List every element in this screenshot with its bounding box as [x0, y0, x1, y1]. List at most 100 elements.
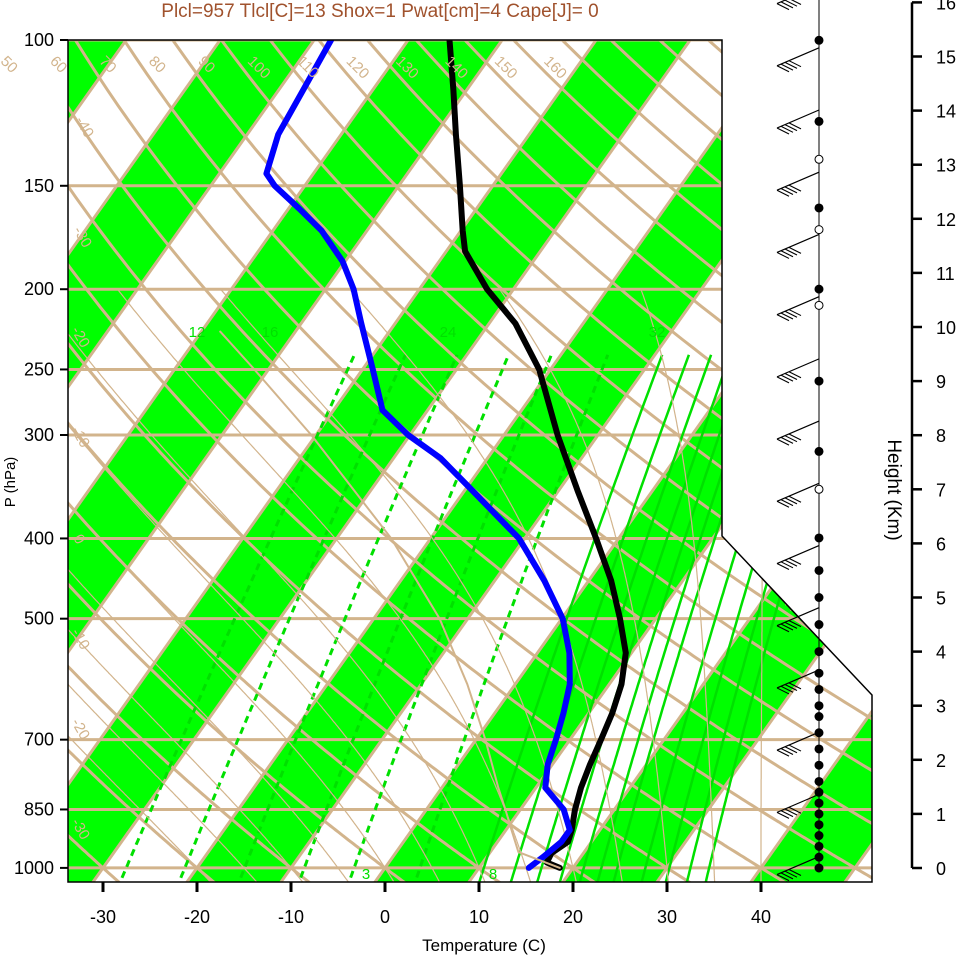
isotherm-line	[0, 2, 59, 889]
dry-adiabat	[316, 40, 872, 525]
wind-barb-feather	[784, 435, 798, 443]
dry-adiabat	[219, 40, 872, 621]
pressure-axis: 100 150 200 250 300 400 500 700 850 1000	[14, 30, 68, 878]
isotherm-line	[68, 40, 410, 523]
height-tick-label: 12	[936, 210, 956, 230]
wind-barb-shaft	[776, 793, 820, 813]
wind-level-marker	[814, 863, 824, 873]
isotherm-line	[185, 40, 786, 882]
wind-level-marker	[814, 284, 824, 294]
wind-barb-feather	[780, 63, 794, 71]
dry-adiabat-label: 60	[46, 53, 70, 77]
dry-adiabat	[68, 500, 502, 882]
wind-barb-feather	[788, 495, 802, 503]
wind-barb-feather	[790, 0, 802, 5]
wind-barb-feather	[784, 621, 798, 629]
dry-adiabat	[170, 40, 872, 671]
mixing-ratio-label: 3	[362, 866, 370, 883]
y-axis-label: P (hPa)	[2, 457, 19, 508]
wind-barb-shaft	[776, 47, 820, 67]
wind-barb-feather	[784, 684, 798, 692]
wind-barb-feather	[776, 563, 790, 571]
isotherm-line	[561, 443, 872, 882]
wind-level-marker	[814, 684, 824, 694]
wind-barb-shaft	[776, 856, 820, 876]
plot-frame	[67, 39, 873, 883]
wind-barb-feather	[776, 500, 790, 508]
wind-barb-feather	[776, 625, 790, 633]
wind-barb-feather	[776, 189, 790, 197]
isotherm-line	[655, 576, 872, 882]
wind-level-marker	[814, 776, 824, 786]
wind-barb-feather	[780, 436, 794, 444]
moist-adiabat	[349, 288, 623, 882]
wind-barb-feather	[784, 248, 798, 256]
pressure-tick-label: 300	[24, 425, 54, 445]
wind-level-marker	[814, 565, 824, 575]
wind-barb-feather	[788, 371, 802, 379]
dry-adiabat	[268, 40, 872, 573]
mixing-ratio-line	[237, 354, 459, 882]
moist-adiabat	[68, 628, 304, 882]
wind-barb-shaft	[776, 669, 820, 689]
wind-barb-feather	[788, 806, 802, 814]
dry-adiabat	[68, 183, 872, 880]
temperature-tick-label: -30	[90, 907, 116, 927]
dry-adiabat-label: 160	[540, 53, 570, 83]
wind-barb-feather	[780, 374, 794, 382]
moist-adiabat	[68, 424, 441, 882]
wind-level-marker	[814, 712, 824, 722]
wind-barb-shaft	[776, 358, 820, 378]
height-tick-label: 4	[936, 643, 946, 663]
wind-level-marker	[814, 225, 824, 235]
isotherm-line	[68, 40, 222, 258]
temp-band	[187, 40, 872, 882]
pressure-tick-label: 150	[24, 176, 54, 196]
dry-adiabat	[68, 420, 597, 882]
wind-level-marker	[814, 376, 824, 386]
mixing-ratio-line	[596, 354, 763, 882]
wind-barb-feather	[780, 561, 794, 569]
parcel-profile	[219, 330, 561, 869]
temperature-tick-label: 0	[380, 907, 390, 927]
wind-barb-feather	[780, 499, 794, 507]
temperature-axis: -30 -20 -10 0 10 20 30 40	[90, 882, 771, 927]
temperature-tick-label: -20	[184, 907, 210, 927]
dry-adiabat	[122, 40, 872, 721]
x-axis-label: Temperature (C)	[422, 936, 546, 955]
mixing-ratio-line	[477, 354, 664, 882]
wind-barb-feather	[784, 310, 798, 318]
wind-barb-feather	[788, 60, 802, 68]
height-tick-label: 14	[936, 102, 956, 122]
wind-level-marker	[814, 798, 824, 808]
wind-barb-feather	[780, 312, 794, 320]
moist-adiabats	[68, 288, 763, 882]
height-axis-label: Height (Km)	[883, 439, 904, 540]
wind-level-marker	[814, 647, 824, 657]
wind-level-marker	[814, 701, 824, 711]
moist-adiabat	[640, 288, 716, 882]
wind-barb-shaft	[776, 731, 820, 751]
wind-barb-feather	[788, 868, 802, 876]
wind-barb-shaft	[776, 420, 820, 440]
wind-barb-feather	[788, 682, 802, 690]
wind-level-marker	[814, 744, 824, 754]
wind-barb-feather	[788, 744, 802, 752]
temperature-tick-label: 30	[657, 907, 677, 927]
height-tick-label: 3	[936, 697, 946, 717]
wind-barb-feather	[784, 746, 798, 754]
wind-level-marker	[814, 203, 824, 213]
wind-barb-feather	[788, 246, 802, 254]
height-tick-label: 13	[936, 156, 956, 176]
wind-level-marker	[814, 787, 824, 797]
pressure-tick-label: 250	[24, 359, 54, 379]
dry-adiabat	[68, 341, 692, 882]
mixing-ratio-label: 12	[189, 324, 206, 341]
wind-barb-feather	[784, 186, 798, 194]
wind-level-marker	[814, 116, 824, 126]
wind-barb-feather	[788, 557, 802, 565]
isotherm-line	[68, 40, 316, 390]
wind-barb-feather	[788, 433, 802, 441]
